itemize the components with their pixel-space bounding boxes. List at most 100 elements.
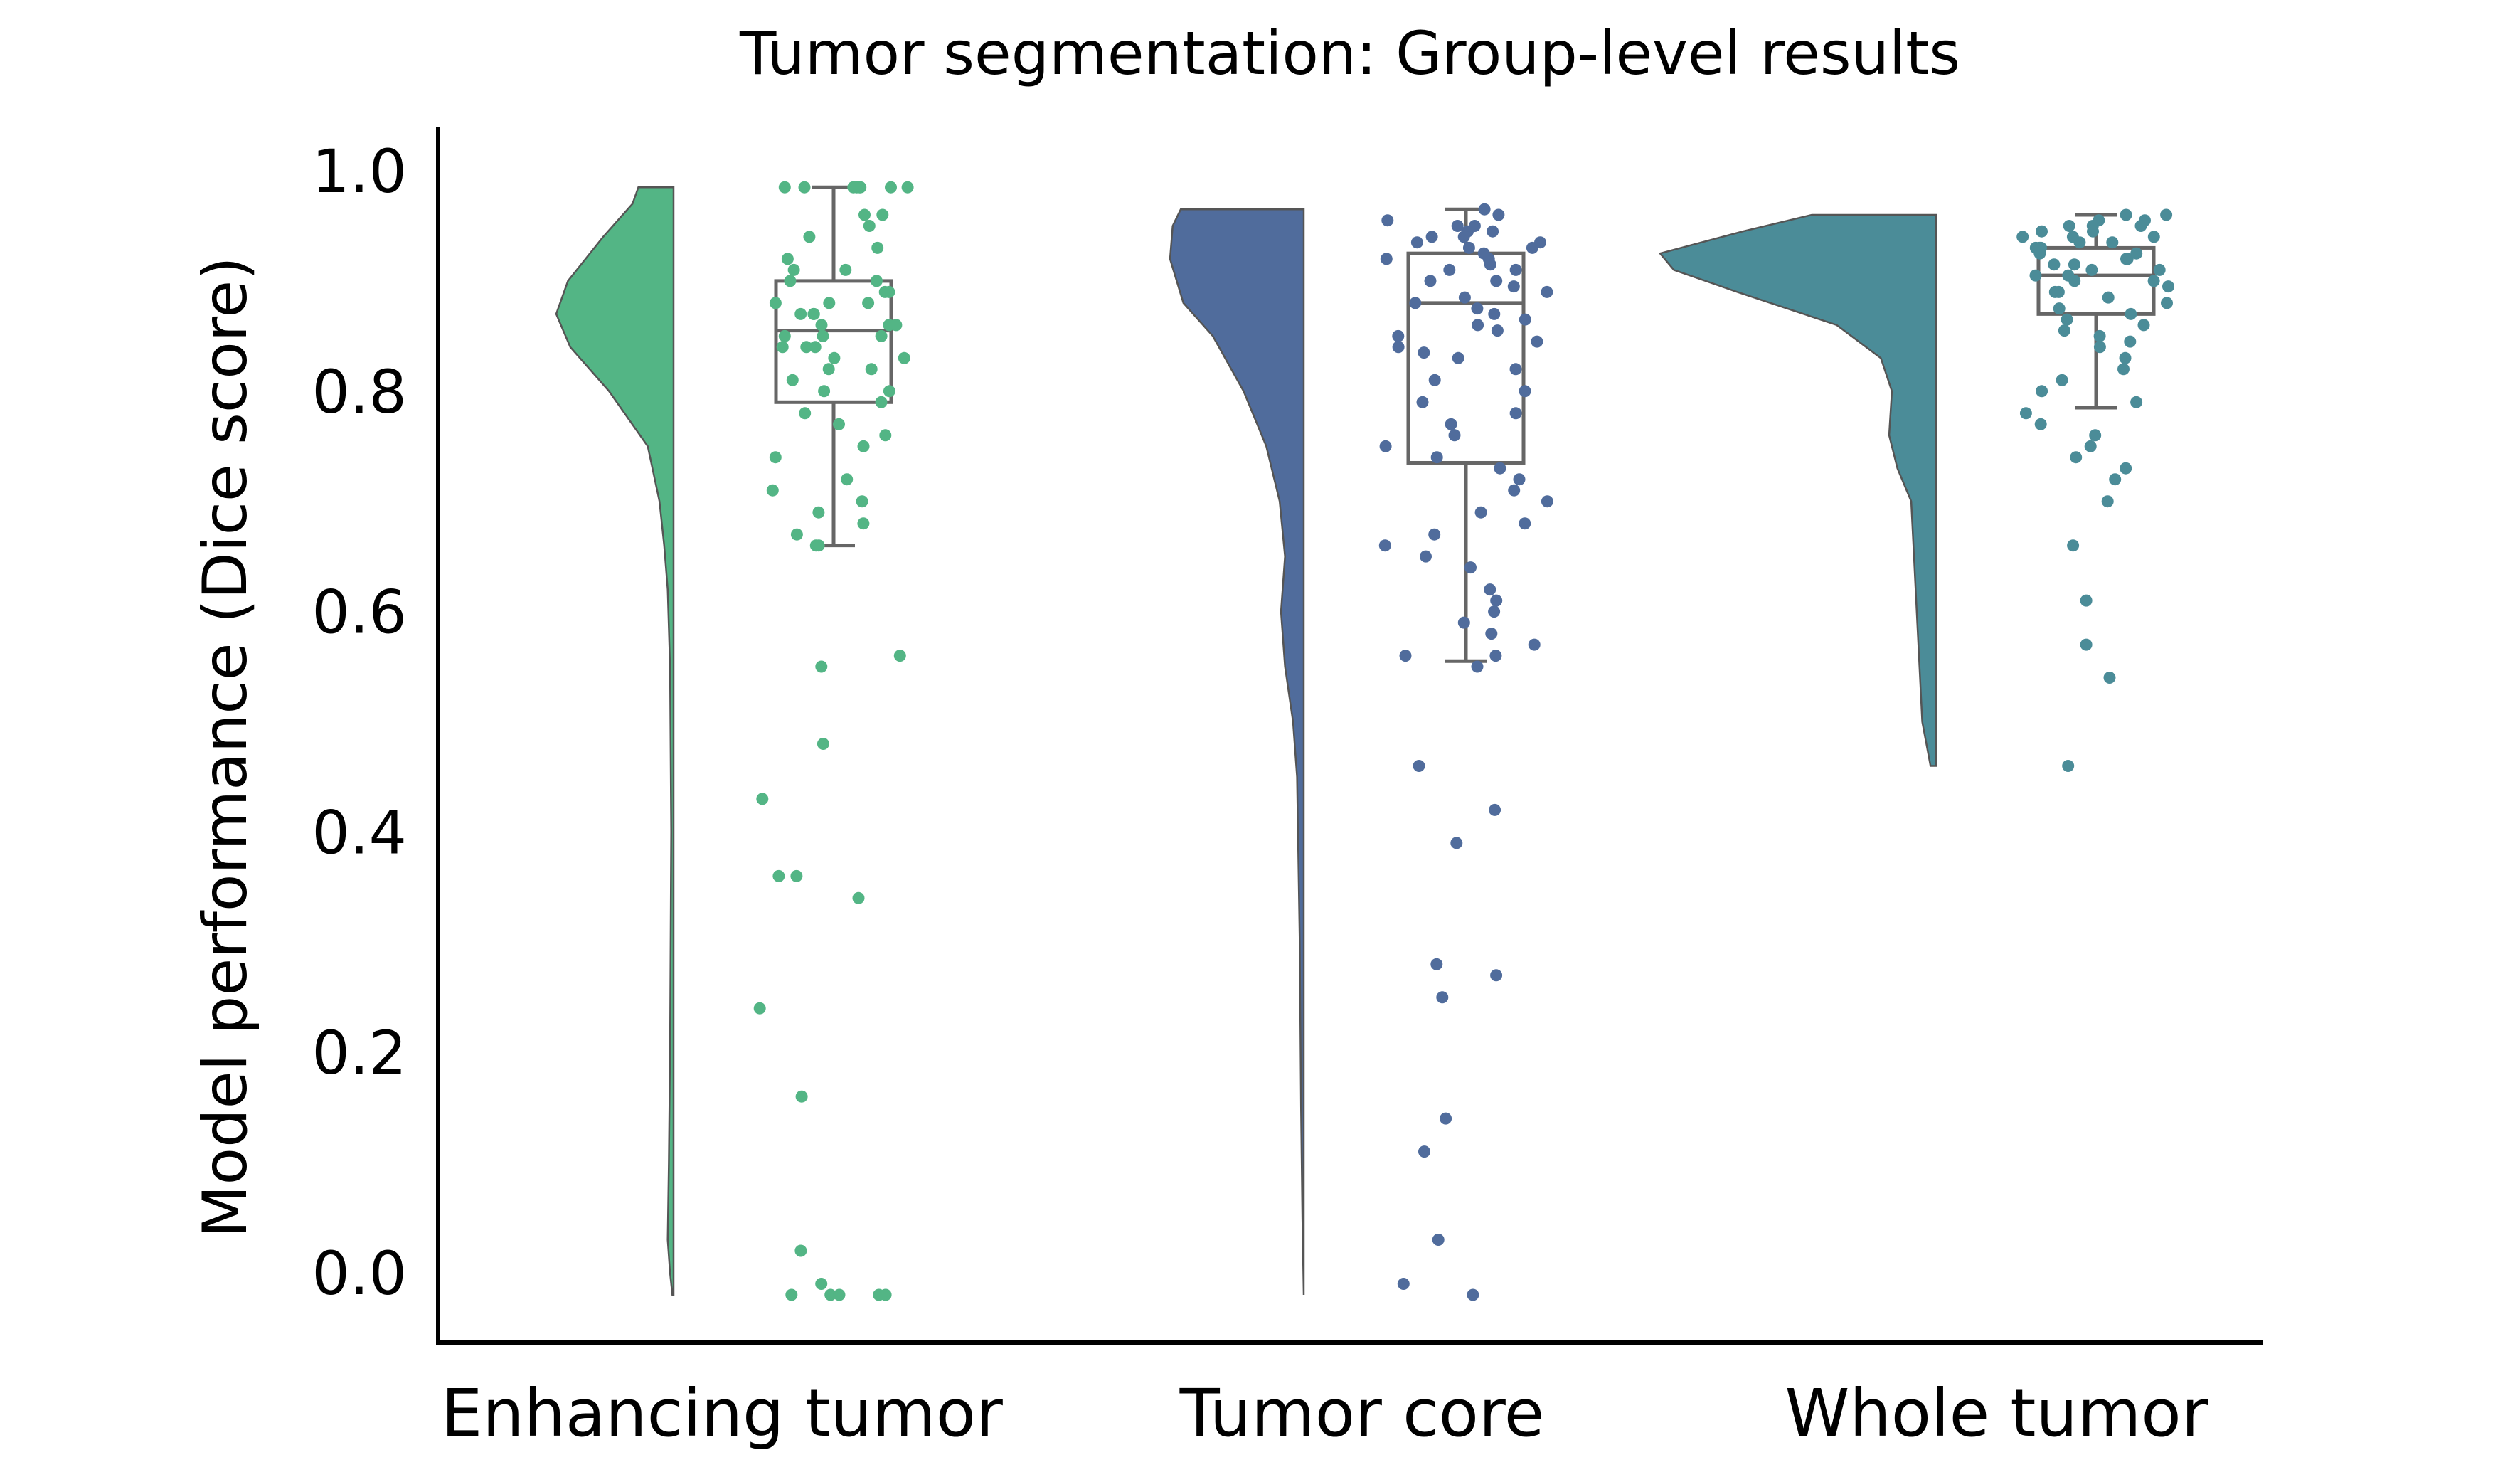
y-axis-label: Model performance (Dice score) bbox=[190, 256, 261, 1238]
data-point bbox=[1490, 969, 1503, 982]
data-point bbox=[2093, 329, 2106, 342]
y-tick-label: 0.8 bbox=[312, 357, 407, 427]
data-point bbox=[879, 1288, 892, 1301]
data-point bbox=[1485, 628, 1498, 640]
data-point bbox=[2130, 396, 2143, 408]
data-point bbox=[786, 374, 799, 386]
data-point bbox=[824, 1288, 837, 1301]
data-point bbox=[1488, 605, 1501, 618]
data-point bbox=[852, 891, 865, 904]
data-point bbox=[1457, 231, 1470, 243]
data-point bbox=[2073, 236, 2086, 249]
data-point bbox=[1484, 258, 1496, 271]
data-point bbox=[1418, 1145, 1430, 1158]
data-point bbox=[2120, 208, 2132, 221]
data-point bbox=[790, 869, 803, 882]
y-tick-label: 0.2 bbox=[312, 1018, 407, 1088]
data-point bbox=[2102, 291, 2115, 304]
data-point bbox=[794, 1244, 807, 1257]
data-point bbox=[2016, 231, 2029, 243]
data-point bbox=[1413, 760, 1425, 772]
data-point bbox=[812, 539, 825, 552]
data-point bbox=[769, 297, 782, 309]
data-point bbox=[1379, 440, 1392, 452]
data-point bbox=[1508, 484, 1521, 497]
y-tick-label: 0.6 bbox=[312, 578, 407, 647]
data-point bbox=[1484, 583, 1496, 596]
data-point bbox=[875, 329, 888, 342]
data-point bbox=[2161, 297, 2173, 309]
data-point bbox=[1491, 324, 1504, 337]
data-point bbox=[1462, 241, 1475, 254]
data-point bbox=[2130, 247, 2143, 260]
data-point bbox=[885, 181, 897, 194]
data-point bbox=[815, 660, 828, 673]
data-point bbox=[879, 429, 892, 442]
data-point bbox=[1409, 297, 1422, 309]
y-tick-label: 0.0 bbox=[312, 1239, 407, 1308]
data-point bbox=[2068, 275, 2081, 287]
data-point bbox=[2124, 335, 2137, 348]
data-point bbox=[871, 241, 884, 254]
data-point bbox=[1531, 335, 1543, 348]
data-point bbox=[1471, 660, 1484, 673]
data-point bbox=[2053, 302, 2066, 315]
y-tick-labels: 0.0 0.2 0.4 0.6 0.8 1.0 bbox=[312, 137, 407, 1308]
data-point bbox=[2153, 263, 2166, 276]
data-point bbox=[1488, 307, 1501, 320]
data-point bbox=[766, 484, 779, 497]
data-point bbox=[898, 351, 910, 364]
data-point bbox=[1494, 462, 1506, 475]
data-point bbox=[863, 220, 876, 232]
data-point bbox=[756, 793, 769, 805]
violin-2 bbox=[1658, 213, 1937, 767]
data-point bbox=[875, 396, 888, 408]
data-point bbox=[1397, 1278, 1410, 1290]
data-point bbox=[798, 181, 811, 194]
data-point bbox=[803, 231, 816, 243]
data-point bbox=[1474, 506, 1487, 519]
data-point bbox=[1526, 241, 1538, 254]
data-point bbox=[1451, 220, 1464, 232]
x-tick-label: Tumor core bbox=[1179, 1375, 1545, 1451]
data-point bbox=[2034, 418, 2047, 430]
data-point bbox=[1430, 451, 1443, 464]
data-point bbox=[862, 297, 875, 309]
data-point bbox=[1399, 650, 1412, 662]
data-point bbox=[841, 473, 854, 486]
data-point bbox=[1492, 208, 1505, 221]
data-point bbox=[1416, 396, 1429, 408]
data-point bbox=[1519, 313, 1531, 326]
data-point bbox=[795, 1090, 808, 1103]
data-point bbox=[876, 208, 889, 221]
data-point bbox=[1471, 302, 1484, 315]
data-point bbox=[2019, 407, 2032, 420]
data-point bbox=[833, 1288, 846, 1301]
data-point bbox=[893, 650, 906, 662]
data-point bbox=[778, 329, 791, 342]
data-point bbox=[776, 341, 789, 354]
data-point bbox=[1430, 958, 1443, 970]
data-point bbox=[2134, 220, 2147, 232]
data-point bbox=[1472, 319, 1484, 332]
data-point bbox=[817, 738, 829, 750]
data-point bbox=[2058, 324, 2070, 337]
data-point bbox=[784, 275, 797, 287]
data-point bbox=[1457, 616, 1470, 629]
data-point bbox=[2080, 594, 2093, 607]
y-tick-label: 1.0 bbox=[312, 137, 407, 206]
x-tick-labels: Enhancing tumor Tumor core Whole tumor bbox=[441, 1375, 2208, 1451]
data-point bbox=[1450, 837, 1463, 849]
boxplot-layer bbox=[774, 185, 2156, 663]
data-point bbox=[1380, 253, 1393, 265]
data-point bbox=[2162, 280, 2174, 293]
data-point bbox=[1490, 594, 1503, 607]
data-point bbox=[818, 385, 831, 398]
data-point bbox=[2117, 363, 2130, 376]
data-point bbox=[2109, 473, 2122, 486]
data-point bbox=[1490, 275, 1503, 287]
data-point bbox=[2070, 451, 2083, 464]
data-point bbox=[2101, 495, 2114, 508]
data-point bbox=[800, 341, 813, 354]
